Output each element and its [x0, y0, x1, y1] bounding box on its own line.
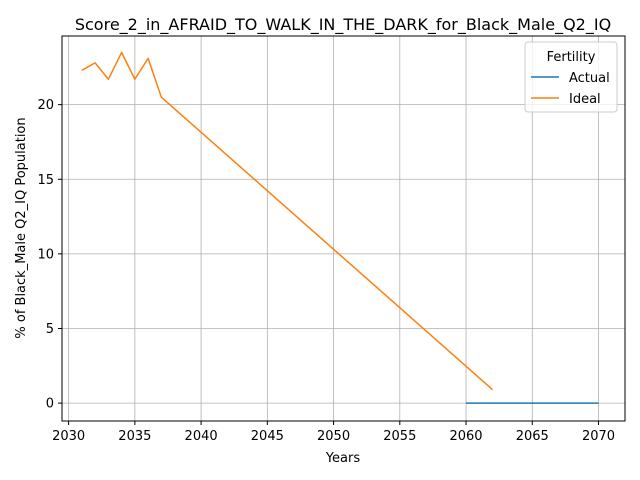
x-tick-label: 2050	[317, 429, 350, 444]
x-tick-label: 2030	[52, 429, 85, 444]
y-axis-ticks: 0 5 10 15 20	[37, 98, 62, 412]
x-tick-label: 2045	[251, 429, 284, 444]
legend-label-ideal: Ideal	[569, 92, 601, 107]
y-tick-label: 5	[46, 322, 54, 337]
y-tick-label: 0	[46, 397, 54, 412]
y-tick-label: 20	[37, 98, 54, 113]
x-axis-label: Years	[325, 451, 361, 466]
y-tick-label: 15	[37, 173, 54, 188]
legend: Fertility Actual Ideal	[524, 41, 618, 113]
legend-entries: Actual Ideal	[531, 71, 610, 107]
y-axis-label: % of Black_Male Q2_IQ Population	[14, 117, 29, 338]
x-tick-label: 2035	[118, 429, 151, 444]
x-tick-label: 2070	[582, 429, 615, 444]
x-tick-label: 2040	[185, 429, 218, 444]
x-tick-label: 2065	[516, 429, 549, 444]
x-axis-ticks: 2030 2035 2040 2045 2050 2055 2060 2065 2070	[52, 421, 615, 444]
plot-area-frame	[61, 35, 626, 422]
legend-title: Fertility	[547, 50, 596, 65]
x-tick-label: 2055	[383, 429, 416, 444]
chart-title: Score_2_in_AFRAID_TO_WALK_IN_THE_DARK_fo…	[75, 15, 611, 35]
y-tick-label: 10	[37, 247, 54, 262]
x-tick-label: 2060	[449, 429, 482, 444]
series-lines	[81, 51, 599, 404]
legend-label-actual: Actual	[569, 71, 610, 86]
series-line-ideal	[81, 51, 494, 391]
legend-box	[524, 41, 618, 113]
